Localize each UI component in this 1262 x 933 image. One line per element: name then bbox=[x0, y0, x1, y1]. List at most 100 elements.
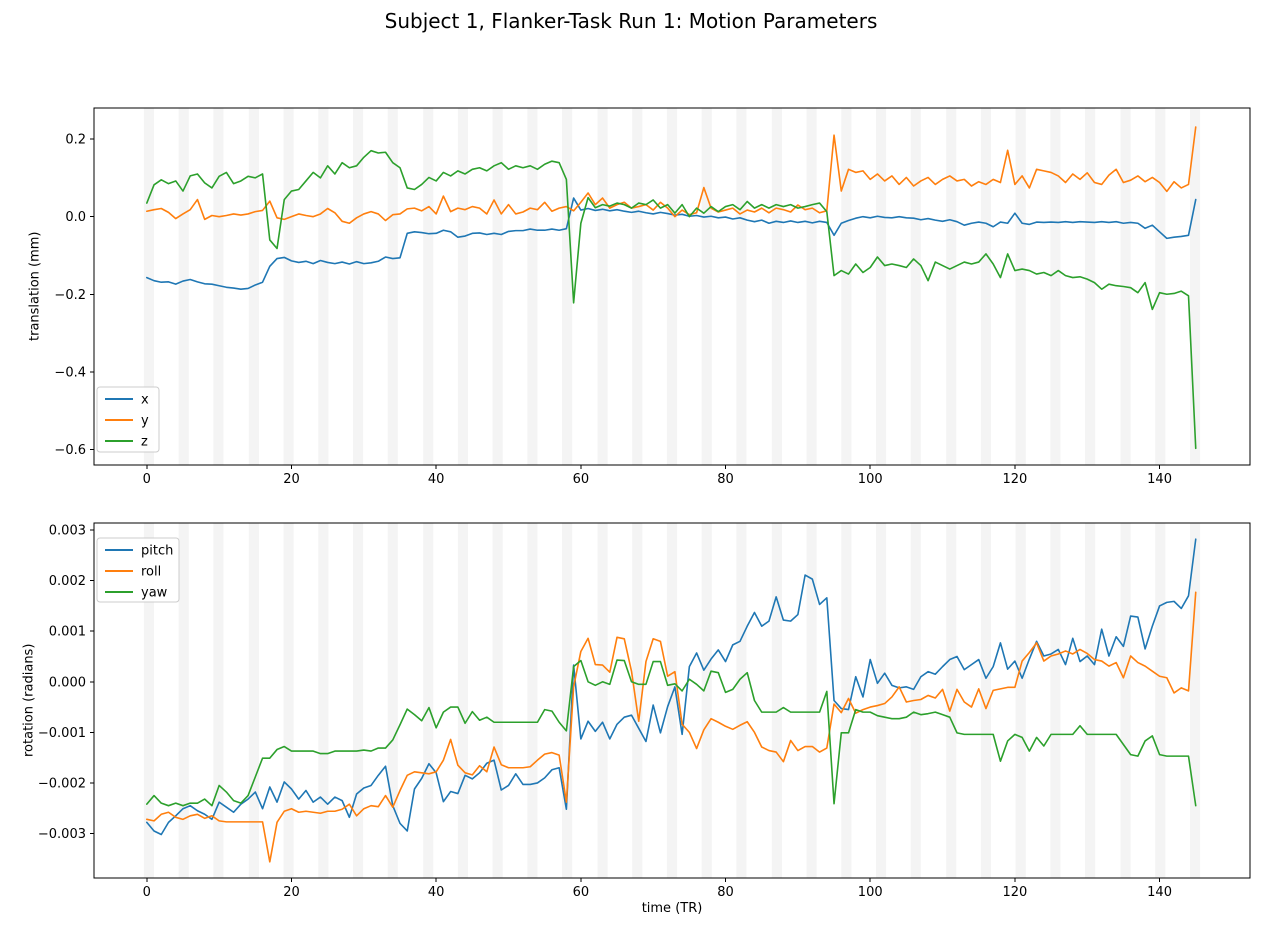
event-band bbox=[632, 523, 643, 878]
event-band bbox=[980, 523, 992, 878]
event-band bbox=[1155, 523, 1166, 878]
axes-spines bbox=[93, 522, 1251, 879]
series-line-z bbox=[146, 149, 1197, 450]
event-band bbox=[666, 108, 678, 465]
x-tick-label: 100 bbox=[858, 885, 883, 900]
legend: xyz bbox=[96, 386, 160, 453]
event-band bbox=[318, 108, 329, 465]
event-bands bbox=[143, 108, 1201, 465]
y-tick-label: 0.002 bbox=[49, 574, 86, 589]
event-band bbox=[1189, 523, 1201, 878]
series-line-roll bbox=[146, 591, 1197, 863]
x-tick-label: 0 bbox=[143, 885, 151, 900]
x-tick-label: 20 bbox=[283, 885, 300, 900]
series-line-x bbox=[146, 197, 1197, 291]
event-band bbox=[1155, 108, 1166, 465]
axes: 0 20 40 60 80 100 120 140 0.2 0.0 −0.2 −0.4 −0.6 xyz bbox=[54, 107, 1251, 487]
x-tick-label: 40 bbox=[428, 472, 445, 487]
event-band bbox=[352, 523, 364, 878]
event-band bbox=[1015, 108, 1026, 465]
event-band bbox=[283, 108, 294, 465]
event-band bbox=[457, 523, 468, 878]
event-band bbox=[841, 523, 852, 878]
event-band bbox=[1085, 523, 1096, 878]
y-tick-label: 0.2 bbox=[65, 133, 86, 148]
legend-label-x: x bbox=[141, 393, 149, 408]
y-tick-label: −0.6 bbox=[54, 443, 86, 458]
event-band bbox=[492, 108, 503, 465]
event-band bbox=[1050, 108, 1061, 465]
event-band bbox=[1050, 523, 1061, 878]
x-tick-label: 120 bbox=[1002, 472, 1027, 487]
event-band bbox=[492, 523, 503, 878]
event-band bbox=[597, 108, 608, 465]
x-tick-label: 80 bbox=[717, 472, 734, 487]
event-band bbox=[1189, 108, 1201, 465]
event-band bbox=[352, 108, 364, 465]
event-band bbox=[876, 108, 887, 465]
event-band bbox=[876, 523, 887, 878]
y-tick-label: 0.001 bbox=[49, 625, 86, 640]
legend-label-yaw: yaw bbox=[141, 586, 168, 601]
legend-label-y: y bbox=[141, 414, 149, 429]
y-tick-label: −0.4 bbox=[54, 365, 86, 380]
translation-chart: 0 20 40 60 80 100 120 140 0.2 0.0 −0.2 −0.4 −0.6 xyz bbox=[54, 107, 1251, 487]
event-band bbox=[143, 108, 155, 465]
axes: 0 20 40 60 80 100 120 140 0.003 0.002 0.001 0.000 −0… bbox=[38, 522, 1251, 900]
event-band bbox=[457, 108, 468, 465]
x-tick-label: 140 bbox=[1147, 472, 1172, 487]
event-band bbox=[1015, 523, 1026, 878]
y-tick-label: −0.002 bbox=[38, 776, 86, 791]
event-band bbox=[283, 523, 294, 878]
y-axis: 0.2 0.0 −0.2 −0.4 −0.6 bbox=[54, 133, 94, 458]
event-band bbox=[806, 523, 817, 878]
x-axis: 0 20 40 60 80 100 120 140 bbox=[143, 465, 1172, 487]
event-band bbox=[910, 108, 921, 465]
x-tick-label: 60 bbox=[573, 885, 590, 900]
y-tick-label: −0.001 bbox=[38, 726, 86, 741]
event-band bbox=[562, 108, 573, 465]
legend-label-roll: roll bbox=[141, 565, 161, 580]
event-band bbox=[946, 108, 957, 465]
series-line-pitch bbox=[146, 538, 1197, 836]
event-band bbox=[597, 523, 608, 878]
series-line-yaw bbox=[146, 659, 1197, 807]
event-band bbox=[666, 523, 678, 878]
event-band bbox=[423, 108, 434, 465]
y-tick-label: −0.003 bbox=[38, 827, 86, 842]
x-tick-label: 120 bbox=[1002, 885, 1027, 900]
x-tick-label: 0 bbox=[143, 472, 151, 487]
event-band bbox=[771, 108, 782, 465]
time-xlabel: time (TR) bbox=[641, 901, 703, 916]
x-tick-label: 40 bbox=[428, 885, 445, 900]
series-line-y bbox=[146, 126, 1197, 225]
event-band bbox=[1120, 523, 1131, 878]
x-tick-label: 140 bbox=[1147, 885, 1172, 900]
event-band bbox=[841, 108, 852, 465]
rotation-chart: 0 20 40 60 80 100 120 140 0.003 0.002 0.001 0.000 −0… bbox=[38, 522, 1251, 900]
event-band bbox=[143, 523, 155, 878]
event-band bbox=[980, 108, 992, 465]
event-band bbox=[806, 108, 817, 465]
event-band bbox=[248, 523, 259, 878]
event-band bbox=[632, 108, 643, 465]
event-bands bbox=[143, 523, 1201, 878]
x-tick-label: 80 bbox=[717, 885, 734, 900]
event-band bbox=[701, 108, 712, 465]
event-band bbox=[771, 523, 782, 878]
legend-label-pitch: pitch bbox=[141, 544, 173, 559]
y-axis: 0.003 0.002 0.001 0.000 −0.001 −0.002 −0.003 bbox=[38, 524, 94, 842]
axes-spines bbox=[93, 107, 1251, 466]
event-band bbox=[736, 108, 747, 465]
legend-frame bbox=[96, 537, 180, 603]
event-band bbox=[562, 523, 573, 878]
y-tick-label: 0.003 bbox=[49, 524, 86, 539]
event-band bbox=[736, 523, 747, 878]
event-band bbox=[423, 523, 434, 878]
y-tick-label: −0.2 bbox=[54, 288, 86, 303]
event-band bbox=[178, 108, 189, 465]
event-band bbox=[213, 108, 224, 465]
event-band bbox=[527, 108, 538, 465]
legend-label-z: z bbox=[141, 435, 148, 450]
